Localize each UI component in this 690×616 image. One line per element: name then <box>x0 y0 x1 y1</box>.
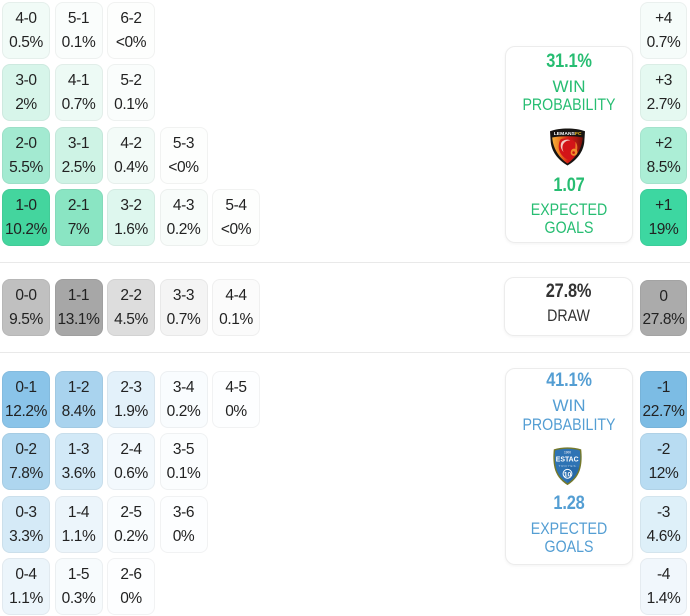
svg-text:TROYES: TROYES <box>559 464 577 468</box>
svg-text:LEMANSFC: LEMANSFC <box>554 131 582 137</box>
svg-text:ESTAC: ESTAC <box>556 457 579 464</box>
svg-text:1900: 1900 <box>564 450 571 454</box>
svg-text:10: 10 <box>564 471 572 478</box>
